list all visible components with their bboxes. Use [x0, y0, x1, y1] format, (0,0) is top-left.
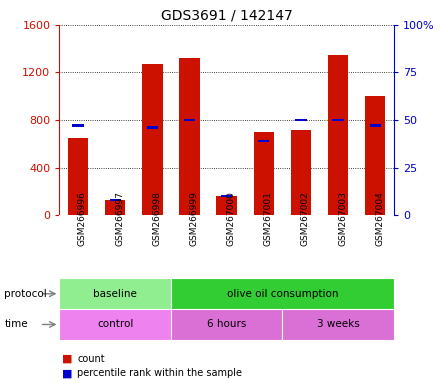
Text: 3 weeks: 3 weeks [317, 319, 359, 329]
Text: GSM266999: GSM266999 [190, 191, 198, 246]
Bar [258, 140, 269, 142]
Bar [282, 309, 394, 340]
Text: baseline: baseline [93, 289, 137, 299]
Bar [147, 126, 158, 129]
Text: GSM266998: GSM266998 [152, 191, 161, 246]
Text: GSM267003: GSM267003 [338, 191, 347, 246]
Text: olive oil consumption: olive oil consumption [227, 289, 338, 299]
Bar [110, 199, 121, 201]
Bar [68, 138, 88, 215]
Text: protocol: protocol [4, 289, 47, 299]
Bar [328, 55, 348, 215]
Text: percentile rank within the sample: percentile rank within the sample [77, 368, 242, 378]
Bar [333, 119, 344, 121]
Bar [221, 195, 232, 197]
Text: count: count [77, 354, 105, 364]
Bar [171, 309, 282, 340]
Bar [370, 124, 381, 127]
Text: GSM267004: GSM267004 [375, 191, 384, 246]
Title: GDS3691 / 142147: GDS3691 / 142147 [161, 8, 293, 22]
Bar [142, 64, 162, 215]
Bar [105, 200, 125, 215]
Bar [59, 309, 171, 340]
Text: control: control [97, 319, 133, 329]
Text: GSM267000: GSM267000 [227, 191, 235, 246]
Bar [59, 278, 171, 309]
Bar [253, 132, 274, 215]
Bar [184, 119, 195, 121]
Bar [216, 196, 237, 215]
Text: ■: ■ [62, 354, 72, 364]
Text: GSM267002: GSM267002 [301, 191, 310, 246]
Text: GSM266997: GSM266997 [115, 191, 124, 246]
Bar [72, 124, 84, 127]
Bar [365, 96, 385, 215]
Bar [295, 119, 307, 121]
Bar [291, 129, 311, 215]
Text: GSM266996: GSM266996 [78, 191, 87, 246]
Text: time: time [4, 319, 28, 329]
Text: GSM267001: GSM267001 [264, 191, 273, 246]
Text: 6 hours: 6 hours [207, 319, 246, 329]
Bar [179, 58, 200, 215]
Text: ■: ■ [62, 368, 72, 378]
Bar [171, 278, 394, 309]
